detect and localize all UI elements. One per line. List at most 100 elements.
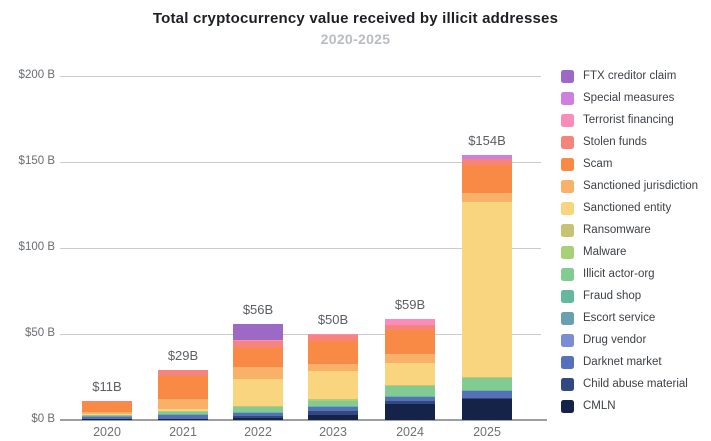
- legend-item-sanctioned-jurisdiction[interactable]: Sanctioned jurisdiction: [561, 175, 698, 197]
- legend-item-malware[interactable]: Malware: [561, 241, 698, 263]
- bar-segment-child-abuse-material[interactable]: [462, 397, 512, 400]
- bar-segment-sanctioned-jurisdiction[interactable]: [462, 193, 512, 202]
- x-tick-label-2022: 2022: [244, 425, 272, 439]
- legend-swatch-ftx-creditor-claim: [561, 69, 574, 83]
- bar-segment-terrorist-financing[interactable]: [308, 334, 358, 335]
- bar-segment-cmln[interactable]: [462, 399, 512, 420]
- bar-segment-stolen-funds[interactable]: [233, 340, 283, 349]
- stacked-bar-2024: [385, 318, 435, 420]
- y-tick-label-50: $50 B: [24, 327, 55, 339]
- bar-segment-ftx-creditor-claim[interactable]: [233, 323, 283, 341]
- bar-segment-cmln[interactable]: [233, 418, 283, 420]
- bar-segment-child-abuse-material[interactable]: [233, 415, 283, 419]
- gridline-100: [60, 248, 541, 249]
- legend-item-special-measures[interactable]: Special measures: [561, 87, 698, 109]
- bar-segment-stolen-funds[interactable]: [385, 324, 435, 330]
- legend-item-fraud-shop[interactable]: Fraud shop: [561, 285, 698, 307]
- bar-segment-sanctioned-entity[interactable]: [385, 362, 435, 386]
- legend-swatch-terrorist-financing: [561, 113, 574, 127]
- bar-segment-ransomware[interactable]: [462, 377, 512, 378]
- legend-item-scam[interactable]: Scam: [561, 153, 698, 175]
- chart-legend: FTX creditor claim Special measures Terror…: [561, 65, 698, 417]
- bar-segment-child-abuse-material[interactable]: [385, 401, 435, 404]
- chart-subtitle: 2020-2025: [320, 31, 391, 47]
- bar-segment-darknet-market[interactable]: [233, 413, 283, 416]
- bar-segment-cmln[interactable]: [385, 403, 435, 420]
- legend-swatch-sanctioned-entity: [561, 201, 574, 215]
- legend-item-child-abuse-material[interactable]: Child abuse material: [561, 373, 698, 395]
- bar-segment-child-abuse-material[interactable]: [308, 410, 358, 415]
- legend-item-sanctioned-entity[interactable]: Sanctioned entity: [561, 197, 698, 219]
- legend-item-darknet-market[interactable]: Darknet market: [561, 351, 698, 373]
- bar-segment-fraud-shop[interactable]: [462, 390, 512, 391]
- bar-segment-illicit-actor-org[interactable]: [462, 378, 512, 391]
- legend-label-child-abuse-material: Child abuse material: [583, 378, 688, 390]
- x-tick-label-2020: 2020: [93, 425, 121, 439]
- legend-item-illicit-actor-org[interactable]: Illicit actor-org: [561, 263, 698, 285]
- stacked-bar-2020: [82, 401, 132, 420]
- bar-segment-scam[interactable]: [233, 348, 283, 368]
- bar-segment-stolen-funds[interactable]: [462, 158, 512, 166]
- bar-segment-stolen-funds[interactable]: [308, 334, 358, 341]
- bar-segment-illicit-actor-org[interactable]: [233, 407, 283, 413]
- bar-segment-sanctioned-jurisdiction[interactable]: [158, 398, 208, 409]
- legend-label-illicit-actor-org: Illicit actor-org: [583, 268, 655, 280]
- bar-total-label-2024: $59B: [394, 296, 426, 312]
- legend-item-cmln[interactable]: CMLN: [561, 395, 698, 417]
- bar-segment-sanctioned-jurisdiction[interactable]: [233, 367, 283, 379]
- bar-segment-sanctioned-entity[interactable]: [308, 371, 358, 400]
- bar-segment-ransomware[interactable]: [385, 385, 435, 387]
- bar-segment-stolen-funds[interactable]: [82, 401, 132, 402]
- bar-segment-scam[interactable]: [462, 165, 512, 193]
- bar-segment-stolen-funds[interactable]: [158, 370, 208, 377]
- legend-swatch-ransomware: [561, 223, 574, 237]
- legend-label-fraud-shop: Fraud shop: [583, 290, 642, 302]
- bar-segment-illicit-actor-org[interactable]: [385, 386, 435, 397]
- bar-segment-darknet-market[interactable]: [82, 416, 132, 420]
- bar-segment-sanctioned-jurisdiction[interactable]: [82, 412, 132, 414]
- x-tick-label-2025: 2025: [473, 425, 501, 439]
- bar-segment-special-measures[interactable]: [462, 155, 512, 159]
- bar-segment-cmln[interactable]: [82, 419, 132, 420]
- bar-segment-fraud-shop[interactable]: [158, 414, 208, 415]
- legend-item-ftx-creditor-claim[interactable]: FTX creditor claim: [561, 65, 698, 87]
- bar-segment-scam[interactable]: [158, 376, 208, 399]
- legend-item-terrorist-financing[interactable]: Terrorist financing: [561, 109, 698, 131]
- bar-segment-scam[interactable]: [308, 340, 358, 365]
- bar-segment-darknet-market[interactable]: [158, 415, 208, 419]
- legend-item-drug-vendor[interactable]: Drug vendor: [561, 329, 698, 351]
- bar-segment-illicit-actor-org[interactable]: [158, 412, 208, 415]
- legend-swatch-fraud-shop: [561, 289, 574, 303]
- legend-item-ransomware[interactable]: Ransomware: [561, 219, 698, 241]
- bar-segment-ransomware[interactable]: [233, 406, 283, 407]
- bar-total-label-2020: $11B: [92, 379, 122, 395]
- stacked-bar-2022: [233, 323, 283, 420]
- x-tick-label-2024: 2024: [396, 425, 424, 439]
- bar-segment-illicit-actor-org[interactable]: [308, 400, 358, 407]
- stacked-bar-2023: [308, 334, 358, 420]
- bar-segment-sanctioned-jurisdiction[interactable]: [385, 353, 435, 363]
- bar-segment-cmln[interactable]: [308, 414, 358, 420]
- bar-total-label-2023: $50B: [317, 312, 349, 327]
- bar-segment-ransomware[interactable]: [308, 399, 358, 401]
- bar-segment-illicit-actor-org[interactable]: [82, 415, 132, 417]
- legend-item-stolen-funds[interactable]: Stolen funds: [561, 131, 698, 153]
- legend-swatch-stolen-funds: [561, 135, 574, 149]
- bar-segment-scam[interactable]: [82, 401, 132, 413]
- bar-segment-darknet-market[interactable]: [308, 407, 358, 411]
- bar-segment-sanctioned-jurisdiction[interactable]: [308, 364, 358, 371]
- legend-label-ftx-creditor-claim: FTX creditor claim: [583, 70, 677, 82]
- bar-segment-terrorist-financing[interactable]: [385, 318, 435, 325]
- bar-segment-sanctioned-entity[interactable]: [158, 409, 208, 412]
- bar-segment-sanctioned-entity[interactable]: [233, 378, 283, 407]
- bar-segment-sanctioned-entity[interactable]: [462, 201, 512, 378]
- bar-segment-fraud-shop[interactable]: [233, 412, 283, 413]
- legend-item-escort-service[interactable]: Escort service: [561, 307, 698, 329]
- bar-segment-ransomware[interactable]: [158, 411, 208, 412]
- bar-segment-darknet-market[interactable]: [385, 397, 435, 402]
- bar-segment-sanctioned-entity[interactable]: [82, 413, 132, 415]
- bar-segment-darknet-market[interactable]: [462, 391, 512, 398]
- bar-segment-cmln[interactable]: [158, 419, 208, 420]
- bar-segment-scam[interactable]: [385, 329, 435, 354]
- legend-label-escort-service: Escort service: [583, 312, 656, 324]
